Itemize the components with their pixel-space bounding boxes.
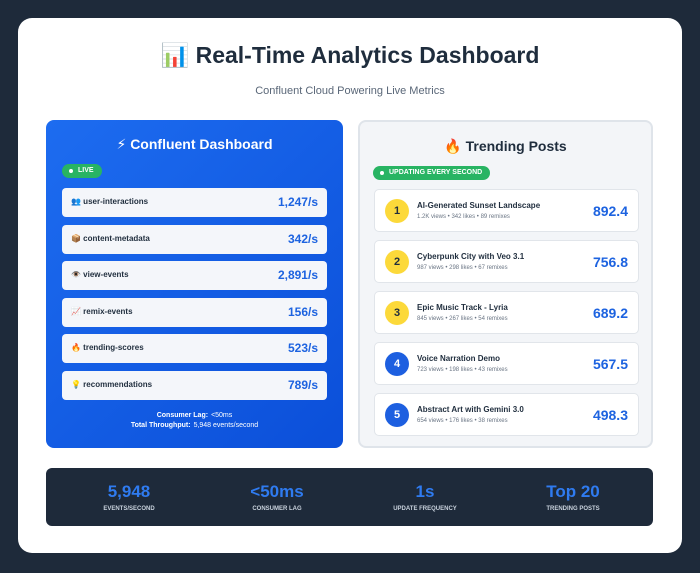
footer-line: Consumer Lag: <50ms xyxy=(46,412,343,419)
post-meta: 987 views • 298 likes • 67 remixes xyxy=(417,265,508,271)
stream-row: 💡 recommendations 789/s xyxy=(62,370,327,400)
post-card: 1 AI-Generated Sunset Landscape 1.2K views… xyxy=(374,189,639,232)
stream-row: 🔥 trending-scores 523/s xyxy=(62,334,327,363)
rank-badge: 4 xyxy=(385,352,409,376)
stat-value: 5,948 xyxy=(107,482,151,501)
post-meta: 1.2K views • 342 likes • 89 remixes xyxy=(417,214,510,220)
post-meta: 845 views • 267 likes • 54 remixes xyxy=(417,316,508,322)
post-title: AI-Generated Sunset Landscape xyxy=(417,201,541,210)
badge: LIVE xyxy=(62,164,102,178)
panel-title: ⚡ Confluent Dashboard xyxy=(116,136,273,152)
post-card: 5 Abstract Art with Gemini 3.0 654 views •… xyxy=(374,393,639,436)
footer-line: Total Throughput: 5,948 events/second xyxy=(46,422,343,429)
stats-bar: 5,948 EVENTS/SECOND <50ms CONSUMER LAG 1s UPD… xyxy=(46,468,653,526)
stream-name: 📈 remix-events xyxy=(71,306,133,316)
post-card: 4 Voice Narration Demo 723 views • 198 lik… xyxy=(374,342,639,385)
stat-value: Top 20 xyxy=(546,482,600,501)
panel-title: 🔥 Trending Posts xyxy=(444,138,567,154)
stream-name: 👥 user-interactions xyxy=(71,197,149,206)
stream-name: 🔥 trending-scores xyxy=(71,343,144,352)
post-score: 689.2 xyxy=(592,305,628,321)
post-card: 3 Epic Music Track - Lyria 845 views • 267… xyxy=(374,291,639,334)
stream-rate: 789/s xyxy=(287,377,318,392)
stream-row: 👁️ view-events 2,891/s xyxy=(62,261,327,290)
rank-badge: 1 xyxy=(385,199,409,223)
post-score: 756.8 xyxy=(592,254,628,270)
rank-badge: 2 xyxy=(385,250,409,274)
stream-rate: 156/s xyxy=(287,304,318,319)
stream-rate: 342/s xyxy=(287,231,318,246)
rank-badge: 3 xyxy=(385,301,409,325)
post-card: 2 Cyberpunk City with Veo 3.1 987 views • … xyxy=(374,240,639,283)
stream-rate: 523/s xyxy=(287,341,318,355)
footer-label: Total Throughput: xyxy=(130,422,191,429)
rank-badge: 5 xyxy=(385,403,409,427)
post-score: 498.3 xyxy=(592,407,628,423)
post-meta: 654 views • 176 likes • 38 remixes xyxy=(417,418,508,424)
post-title: Epic Music Track - Lyria xyxy=(417,303,508,312)
post-title: Voice Narration Demo xyxy=(417,354,500,363)
stat-label: EVENTS/SECOND xyxy=(103,506,155,512)
title: 📊 Real-Time Analytics Dashboard xyxy=(160,42,540,68)
post-score: 892.4 xyxy=(592,203,628,219)
stat-value: 1s xyxy=(415,482,435,501)
badge: UPDATING EVERY SECOND xyxy=(373,166,491,180)
subtitle: Confluent Cloud Powering Live Metrics xyxy=(255,85,445,97)
post-score: 567.5 xyxy=(592,356,628,372)
footer-value: 5,948 events/second xyxy=(193,422,259,429)
post-title: Cyberpunk City with Veo 3.1 xyxy=(417,252,525,261)
footer-value: <50ms xyxy=(211,412,233,419)
post-title: Abstract Art with Gemini 3.0 xyxy=(417,405,524,414)
stream-row: 📦 content-metadata 342/s xyxy=(62,224,327,254)
stream-row: 📈 remix-events 156/s xyxy=(62,297,327,327)
streams-panel: ⚡ Confluent Dashboard LIVE 👥 user-intera… xyxy=(46,120,343,448)
trending-panel: 🔥 Trending Posts UPDATING EVERY SECOND 1… xyxy=(358,120,653,448)
stream-name: 👁️ view-events xyxy=(71,270,129,279)
stream-row: 👥 user-interactions 1,247/s xyxy=(62,188,327,217)
stat-label: UPDATE FREQUENCY xyxy=(393,506,457,512)
stream-rate: 1,247/s xyxy=(277,195,318,209)
stat-label: TRENDING POSTS xyxy=(546,506,600,512)
stat-label: CONSUMER LAG xyxy=(252,506,302,512)
stream-name: 📦 content-metadata xyxy=(71,233,150,243)
stream-rate: 2,891/s xyxy=(277,268,318,282)
stat-value: <50ms xyxy=(250,482,304,501)
footer-label: Consumer Lag: xyxy=(156,412,209,419)
stream-name: 💡 recommendations xyxy=(71,379,153,389)
post-meta: 723 views • 198 likes • 43 remixes xyxy=(417,367,508,373)
